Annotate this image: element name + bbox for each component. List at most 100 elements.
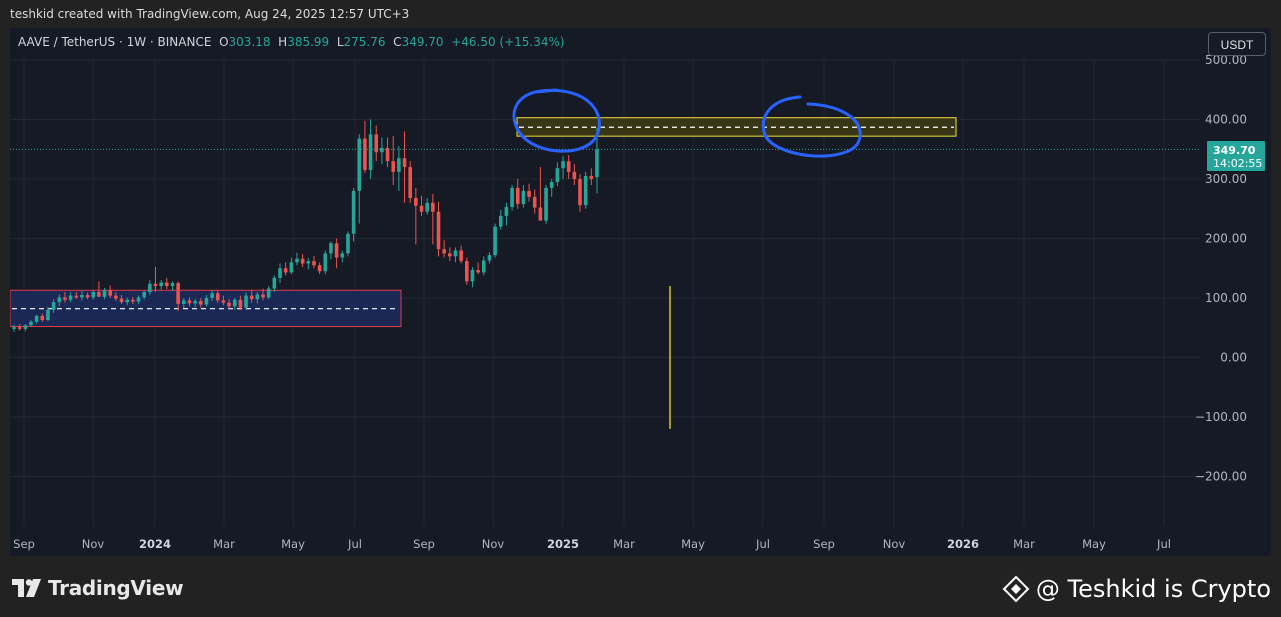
low-label: L (336, 35, 344, 49)
candle-body (85, 295, 90, 298)
candle-body (481, 260, 486, 273)
candle-body (289, 262, 294, 273)
candle-body (114, 295, 118, 299)
candle-body (283, 268, 288, 273)
candle-body (363, 138, 367, 171)
candle-body (448, 253, 452, 257)
y-tick-label: 100.00 (1205, 291, 1247, 305)
candle-body (272, 277, 277, 289)
candle-body (261, 294, 265, 298)
x-tick-label: Mar (613, 537, 635, 551)
candle-body (459, 250, 463, 262)
candle-body (119, 298, 124, 303)
candle-body (193, 300, 197, 304)
candle-body (595, 149, 599, 178)
candle-body (40, 315, 45, 321)
high-label: H (278, 35, 288, 49)
candle-body (544, 187, 548, 221)
x-tick-label: 2025 (547, 537, 579, 551)
candle-body (487, 255, 492, 261)
candle-body (182, 300, 186, 304)
open-label: O (219, 35, 229, 49)
attribution-bar: teshkid created with TradingView.com, Au… (0, 0, 1281, 28)
candle-body (532, 196, 537, 208)
candle-body (583, 176, 588, 206)
candle-body (572, 171, 577, 179)
y-tick-label: 0.00 (1220, 351, 1247, 365)
candle-body (419, 205, 424, 212)
candle-body (255, 294, 260, 300)
candle-body (266, 288, 271, 298)
candle-body (306, 261, 311, 264)
currency-button[interactable]: USDT (1208, 32, 1266, 56)
grid-lines (10, 59, 1200, 526)
x-tick-label: Jul (1156, 537, 1171, 551)
candle-body (493, 226, 497, 256)
y-tick-label: 400.00 (1205, 113, 1247, 127)
candle-body (300, 258, 305, 264)
y-tick-label: −100.00 (1195, 410, 1247, 424)
x-tick-label: Sep (813, 537, 835, 551)
x-tick-label: May (681, 537, 705, 551)
price-tag-box (1207, 141, 1265, 171)
candle-body (159, 282, 163, 287)
candle-body (74, 295, 79, 298)
candle-body (23, 325, 28, 329)
candle-body (97, 292, 101, 297)
tradingview-logo-icon (12, 579, 41, 597)
candle-body (17, 327, 22, 329)
candle-body (346, 233, 350, 254)
candle-body (385, 148, 390, 162)
x-axis: Sep Nov 2024 Mar May Jul Sep Nov 2025 Mar May Jul Se… (13, 537, 1171, 551)
candle-body (68, 295, 73, 300)
candle-body (521, 190, 526, 204)
watermark: @ Teshkid is Crypto (1002, 575, 1271, 603)
candle-body (176, 283, 180, 304)
candle-body (329, 243, 333, 254)
candle-body (453, 250, 458, 257)
candle-body (102, 290, 107, 297)
price-tag-price: 349.70 (1213, 144, 1256, 157)
x-tick-label: 2024 (139, 537, 171, 551)
candle-body (232, 299, 237, 307)
candle-body (12, 327, 16, 329)
candle-body (131, 299, 135, 302)
change-value: +46.50 (+15.34%) (451, 35, 565, 49)
candle-body (425, 202, 429, 212)
candle-body (351, 190, 356, 234)
low-value: 275.76 (343, 35, 386, 49)
y-tick-label: 500.00 (1205, 53, 1247, 67)
candle-body (46, 309, 50, 321)
annotation-circle-right (761, 95, 862, 158)
candle-body (414, 198, 418, 206)
candle-body (210, 293, 214, 298)
symbol-legend: AAVE / TetherUS · 1W · BINANCE O303.18 H… (18, 35, 565, 49)
x-tick-label: 2026 (947, 537, 979, 551)
candle-body (431, 202, 435, 212)
candle-body (357, 138, 362, 191)
y-tick-label: 200.00 (1205, 232, 1247, 246)
candle-body (368, 134, 373, 171)
x-tick-label: Jul (347, 537, 362, 551)
x-tick-label: Sep (413, 537, 435, 551)
candle-body (380, 148, 384, 153)
open-value: 303.18 (228, 35, 271, 49)
candle-body (91, 292, 96, 298)
candle-body (148, 283, 152, 293)
candle-body (340, 253, 345, 258)
tradingview-logo: TradingView (12, 576, 184, 600)
price-tag: 349.70 14:02:55 (1207, 141, 1265, 171)
close-label: C (393, 35, 402, 49)
candle-body (295, 258, 299, 263)
candle-body (504, 206, 509, 216)
candle-body (323, 253, 328, 272)
annotation-circle-left (512, 88, 601, 153)
candle-body (391, 161, 396, 172)
candle-body (515, 187, 520, 204)
symbol-info: AAVE / TetherUS · 1W · BINANCE (18, 35, 212, 49)
candle-body (498, 215, 503, 227)
candle-body (51, 302, 56, 310)
x-tick-label: Mar (213, 537, 235, 551)
candle-body (187, 300, 192, 304)
